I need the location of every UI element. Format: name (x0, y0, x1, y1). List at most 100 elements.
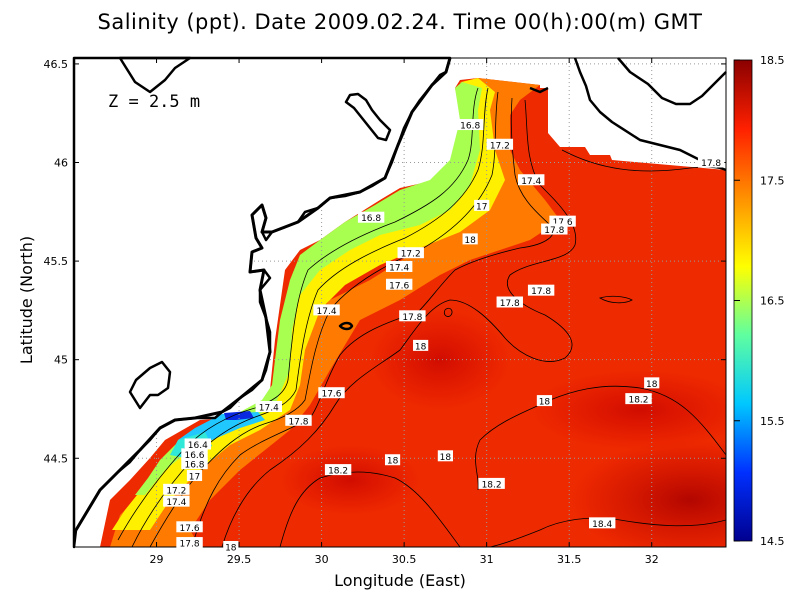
y-tick-label: 46.5 (44, 58, 69, 71)
contour-label: 17.2 (397, 247, 424, 260)
contour-label: 17.4 (255, 401, 282, 414)
contour-label: 17.8 (496, 296, 523, 309)
y-axis-label: Latitude (North) (17, 236, 36, 364)
svg-text:17.8: 17.8 (288, 417, 308, 427)
svg-text:17.8: 17.8 (544, 226, 564, 236)
svg-text:16.4: 16.4 (188, 441, 208, 451)
contour-label: 18 (384, 454, 401, 467)
contour-label: 16.4 (184, 438, 211, 451)
svg-text:17.6: 17.6 (553, 218, 573, 228)
contour-label: 16.6 (181, 448, 208, 461)
shelf-yellow-band (112, 78, 505, 530)
x-tick-label: 32 (645, 553, 659, 566)
svg-text:18.2: 18.2 (482, 480, 502, 490)
x-tick-label: 29.5 (227, 553, 252, 566)
svg-text:17.4: 17.4 (259, 404, 279, 414)
svg-text:17.8: 17.8 (701, 159, 721, 169)
colorbar-tick-label: 18.5 (760, 54, 785, 67)
depth-label: Z = 2.5 m (108, 92, 200, 112)
svg-text:17.4: 17.4 (166, 498, 186, 508)
contour-label: 17 (186, 470, 203, 483)
contour-label: 17.8 (697, 156, 725, 169)
chart-title: Salinity (ppt). Date 2009.02.24. Time 00… (97, 10, 703, 34)
contour-label: 17.8 (541, 223, 568, 236)
svg-text:17.6: 17.6 (389, 281, 409, 291)
contour-label: 18 (644, 377, 660, 390)
svg-text:17.2: 17.2 (401, 250, 421, 260)
y-tick-label: 46 (54, 157, 68, 170)
svg-text:16.8: 16.8 (460, 122, 480, 132)
x-axis-ticks: 29 29.5 30 30.5 31 31.5 32 (150, 58, 659, 566)
y-axis-ticks: 44.5 45 45.5 46 46.5 (44, 58, 726, 465)
contour-label: 16.8 (181, 458, 208, 471)
contour-label: 17.4 (163, 495, 190, 508)
contour-label: 16.8 (456, 119, 484, 132)
y-tick-label: 45 (54, 354, 68, 367)
coast-outline (74, 57, 452, 531)
svg-text:17.4: 17.4 (317, 307, 337, 317)
contour-label: 17.6 (385, 278, 413, 291)
svg-text:18: 18 (464, 236, 476, 246)
contour-label: 16.8 (357, 211, 385, 224)
svg-text:18.2: 18.2 (328, 467, 348, 477)
svg-text:18: 18 (646, 380, 658, 390)
y-tick-label: 44.5 (44, 452, 69, 465)
contour-label: 18.2 (625, 393, 652, 406)
contour-label: 18.2 (478, 477, 505, 490)
contour-label: 17.8 (399, 310, 426, 323)
contour-label: 17.6 (318, 387, 345, 400)
contour-label: 18.4 (589, 517, 616, 530)
svg-text:17.8: 17.8 (531, 287, 551, 297)
coastal-features (128, 57, 727, 410)
contour-label: 17.4 (313, 304, 340, 317)
colorbar-ticks: 18.5 17.5 16.5 15.5 14.5 (734, 54, 785, 548)
colorbar-tick-label: 16.5 (760, 295, 785, 308)
svg-text:17: 17 (189, 473, 200, 483)
svg-text:17.8: 17.8 (402, 313, 422, 323)
contour-label: 18 (223, 541, 239, 554)
colorbar-tick-label: 15.5 (760, 415, 785, 428)
svg-text:18: 18 (539, 398, 551, 408)
colorbar-tick-label: 14.5 (760, 535, 785, 548)
contour-label: 17.6 (176, 521, 203, 534)
svg-text:18: 18 (440, 453, 452, 463)
x-tick-label: 31 (480, 553, 494, 566)
svg-text:18.2: 18.2 (628, 396, 648, 406)
svg-text:16.8: 16.8 (361, 214, 381, 224)
x-tick-label: 30.5 (392, 553, 417, 566)
svg-text:17.2: 17.2 (166, 486, 186, 496)
x-axis-label: Longitude (East) (334, 571, 466, 590)
svg-text:17.8: 17.8 (500, 299, 520, 309)
contour-label: 18 (462, 233, 478, 246)
y-tick-label: 45.5 (44, 255, 69, 268)
svg-text:18.4: 18.4 (592, 520, 612, 530)
contour-label: 17.8 (176, 537, 203, 550)
contour-label: 18.2 (324, 464, 352, 477)
contour-label: 18 (437, 450, 453, 463)
colorbar-tick-label: 17.5 (760, 174, 785, 187)
contour-label: 17.2 (163, 483, 190, 496)
svg-text:17.6: 17.6 (321, 390, 341, 400)
svg-text:18: 18 (387, 457, 399, 467)
contour-label: 18 (413, 339, 429, 352)
contour-label: 17.8 (527, 284, 555, 297)
x-tick-label: 30 (315, 553, 329, 566)
plot-frame (73, 57, 727, 548)
svg-text:17.2: 17.2 (490, 141, 510, 151)
contour-label: 17.4 (518, 174, 545, 187)
contour-label: 17 (474, 199, 490, 212)
svg-text:16.6: 16.6 (184, 451, 204, 461)
svg-text:18: 18 (415, 342, 427, 352)
x-tick-label: 29 (150, 553, 164, 566)
svg-text:17: 17 (476, 202, 487, 212)
contour-label: 17.4 (385, 261, 413, 274)
svg-text:18: 18 (225, 544, 237, 554)
contour-label: 18 (536, 395, 553, 408)
shelf-green-band (135, 82, 482, 495)
x-tick-label: 31.5 (557, 553, 582, 566)
svg-text:17.4: 17.4 (521, 177, 541, 187)
svg-text:17.8: 17.8 (180, 540, 200, 550)
contour-label: 17.6 (549, 215, 576, 228)
